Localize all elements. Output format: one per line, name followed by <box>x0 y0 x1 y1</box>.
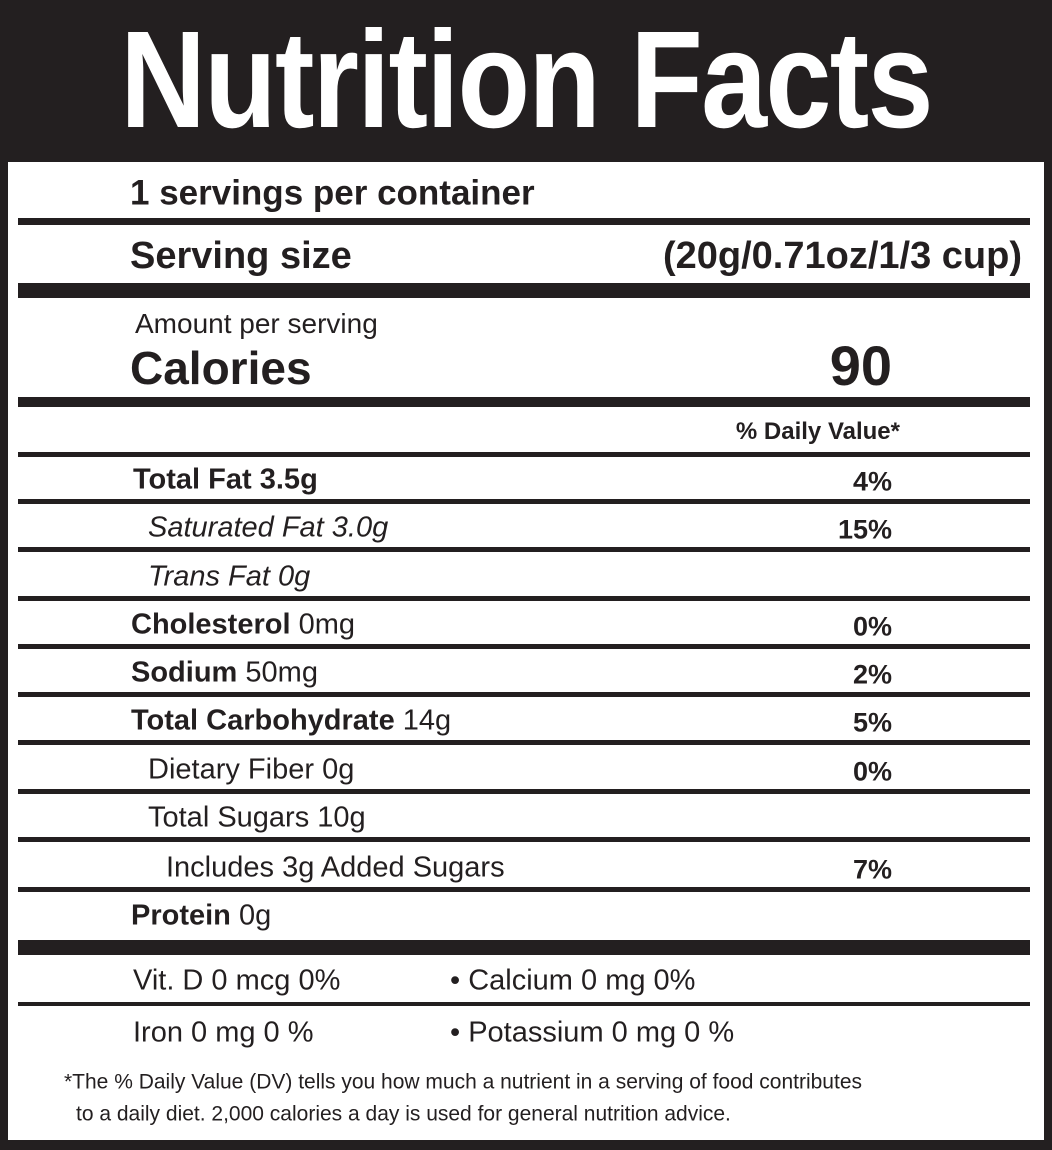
nutrient-amount: 3.0g <box>331 511 389 544</box>
nutrient: Dietary Fiber 0g <box>148 753 355 786</box>
nutrient-name: Total Sugars <box>148 801 310 834</box>
daily-value: 4% <box>852 466 892 497</box>
rule <box>18 218 1030 225</box>
rule <box>18 644 1030 649</box>
nutrient-amount: 14g <box>402 704 452 737</box>
rule <box>18 692 1030 697</box>
daily-value: 2% <box>852 659 892 690</box>
rule <box>18 596 1030 601</box>
nutrient-name: Sodium <box>131 656 238 689</box>
rule <box>18 397 1030 407</box>
nutrient-name: Total Fat <box>133 463 252 496</box>
nutrient-name: Dietary Fiber <box>148 753 314 786</box>
rule <box>18 740 1030 745</box>
nutrient-name: Saturated Fat <box>148 511 324 544</box>
rule <box>18 789 1030 794</box>
nutrient-amount: 3.5g <box>259 463 318 496</box>
nutrient-amount: 0g <box>278 560 311 593</box>
mineral: Vit. D 0 mcg 0% <box>133 964 341 997</box>
nutrient-amount: 0g <box>322 753 355 786</box>
daily-value-header: % Daily Value* <box>735 418 900 445</box>
servings: 1 servings per container <box>130 173 535 213</box>
nutrient: Sodium 50mg <box>131 656 318 689</box>
mineral: Iron 0 mg 0 % <box>133 1016 314 1049</box>
rule <box>18 1002 1030 1006</box>
nutrient: Total Sugars 10g <box>148 801 366 834</box>
nutrient: Total Carbohydrate 14g <box>131 704 452 737</box>
footnote-line: to a daily diet. 2,000 calories a day is… <box>76 1102 731 1126</box>
calories-value: 90 <box>829 334 892 397</box>
daily-value: 5% <box>852 707 892 738</box>
nutrient-amount: 0mg <box>298 608 356 641</box>
nutrient-name: Protein <box>131 899 231 932</box>
nutrient-amount: 50mg <box>245 656 318 689</box>
serving-size-value: (20g/0.71oz/1/3 cup) <box>662 235 1022 277</box>
title: Nutrition Facts <box>120 3 933 157</box>
nutrient-amount: 10g <box>317 801 366 834</box>
rule <box>18 837 1030 842</box>
daily-value: 0% <box>852 756 892 787</box>
nutrient: Trans Fat 0g <box>148 560 311 593</box>
nutrient-name: Trans Fat <box>148 560 270 593</box>
header: Nutrition Facts <box>0 0 1052 162</box>
nutrient: Saturated Fat 3.0g <box>148 511 389 544</box>
rule <box>18 283 1030 298</box>
nutrient: Cholesterol 0mg <box>131 608 356 641</box>
daily-value: 15% <box>837 514 892 545</box>
rule <box>18 452 1030 457</box>
calories-label: Calories <box>130 342 312 394</box>
nutrient: Protein 0g <box>131 899 272 932</box>
mineral: • Calcium 0 mg 0% <box>450 964 696 997</box>
nutrient-name: Includes 3g Added Sugars <box>166 851 505 884</box>
daily-value: 0% <box>852 611 892 642</box>
daily-value: 7% <box>852 854 892 885</box>
amount-per-serving: Amount per serving <box>135 308 378 339</box>
rule <box>18 887 1030 892</box>
rule <box>18 940 1030 955</box>
rule <box>18 547 1030 552</box>
nutrient-amount: 0g <box>238 899 272 932</box>
nutrient-name: Cholesterol <box>131 608 291 641</box>
serving-size-label: Serving size <box>130 235 352 277</box>
mineral: • Potassium 0 mg 0 % <box>450 1016 735 1049</box>
nutrient: Includes 3g Added Sugars <box>166 851 505 884</box>
rule <box>18 499 1030 504</box>
nutrient: Total Fat 3.5g <box>133 463 318 496</box>
nutrient-name: Total Carbohydrate <box>131 704 395 737</box>
footnote-line: *The % Daily Value (DV) tells you how mu… <box>64 1070 862 1094</box>
